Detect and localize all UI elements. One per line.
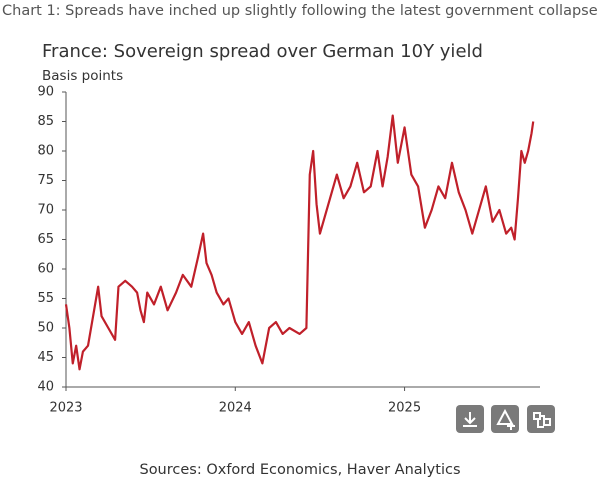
source-note: Sources: Oxford Economics, Haver Analyti… [139, 462, 460, 478]
x-tick-label: 2024 [219, 401, 252, 416]
y-tick-label: 55 [37, 291, 54, 306]
y-tick-label: 40 [37, 380, 54, 395]
x-tick-label: 2025 [388, 401, 421, 416]
y-tick-label: 65 [37, 232, 54, 247]
download-button[interactable] [456, 405, 484, 433]
y-tick-label: 90 [37, 85, 54, 100]
y-tick-label: 60 [37, 262, 54, 277]
share-button[interactable] [527, 405, 555, 433]
chart-header: Chart 1: Spreads have inched up slightly… [2, 3, 598, 19]
y-tick-label: 80 [37, 144, 54, 159]
y-tick-label: 45 [37, 350, 54, 365]
y-axis-label: Basis points [42, 68, 123, 84]
y-tick-label: 50 [37, 321, 54, 336]
y-tick-label: 70 [37, 203, 54, 218]
data-line [64, 114, 535, 371]
x-tick-label: 2023 [49, 401, 82, 416]
y-tick-label: 75 [37, 173, 54, 188]
y-tick-label: 85 [37, 114, 54, 129]
chart-title: France: Sovereign spread over German 10Y… [42, 41, 483, 62]
add-chart-button[interactable] [491, 405, 519, 433]
